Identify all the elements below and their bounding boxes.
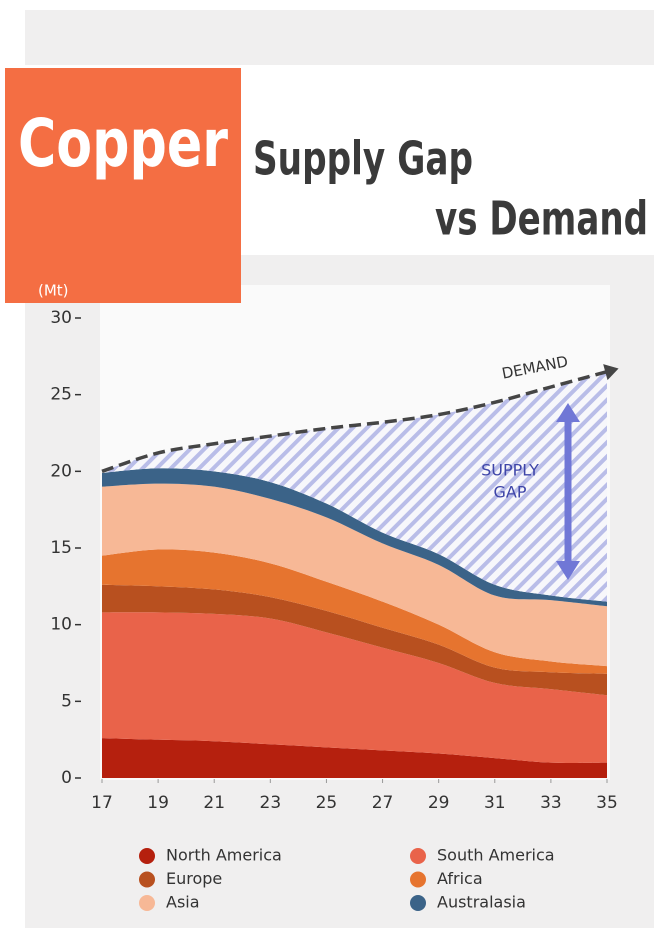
- supply-gap-hatch: [102, 371, 607, 602]
- gap-arrow: [556, 403, 580, 580]
- legend-swatch: [410, 871, 426, 888]
- demand-arrowhead: [603, 364, 619, 381]
- y-tick-label: 30: [50, 308, 72, 328]
- legend-swatch: [139, 871, 155, 888]
- area: [102, 468, 607, 607]
- y-axis-label: (Mt): [38, 282, 69, 300]
- y-tick-label: 10: [50, 615, 72, 635]
- x-tick-label: 19: [147, 793, 169, 813]
- area: [102, 612, 607, 764]
- area: [102, 483, 607, 667]
- title-box: [5, 68, 241, 303]
- demand-line: [101, 369, 608, 473]
- annotation: SUPPLY: [481, 461, 539, 480]
- x-tick-label: 33: [540, 793, 562, 813]
- subtitle-line: Supply Gap: [253, 132, 473, 186]
- x-tick-label: 23: [260, 793, 282, 813]
- legend-label: Australasia: [437, 893, 526, 912]
- area: [102, 549, 607, 674]
- y-tick-label: 25: [50, 385, 72, 405]
- legend-label: Europe: [166, 869, 222, 888]
- y-tick-label: 20: [50, 461, 72, 481]
- legend-swatch: [139, 848, 155, 864]
- x-tick-label: 25: [316, 793, 338, 813]
- x-tick-label: 35: [596, 793, 618, 813]
- x-tick-label: 31: [484, 793, 506, 813]
- area: [102, 738, 607, 778]
- legend-label: Asia: [166, 893, 200, 912]
- legend-swatch: [410, 895, 426, 911]
- arrow-head: [556, 403, 580, 422]
- x-tick-label: 21: [203, 793, 225, 813]
- annotation: GAP: [494, 483, 527, 502]
- chart-title: Copper: [18, 105, 228, 182]
- legend-label: North America: [166, 846, 282, 865]
- legend-label: South America: [437, 846, 555, 865]
- legend-swatch: [410, 848, 426, 864]
- legend-swatch: [139, 895, 155, 911]
- x-tick-label: 29: [428, 793, 450, 813]
- legend-label: Africa: [437, 869, 483, 888]
- x-tick-label: 17: [91, 793, 113, 813]
- y-tick-label: 15: [50, 538, 72, 558]
- arrow-head: [556, 561, 580, 580]
- y-tick-label: 5: [61, 691, 72, 711]
- subtitle-line: vs Demand: [435, 192, 648, 246]
- plot: [101, 364, 619, 778]
- y-tick-label: 0: [61, 768, 72, 788]
- x-tick-label: 27: [372, 793, 394, 813]
- area: [102, 584, 607, 696]
